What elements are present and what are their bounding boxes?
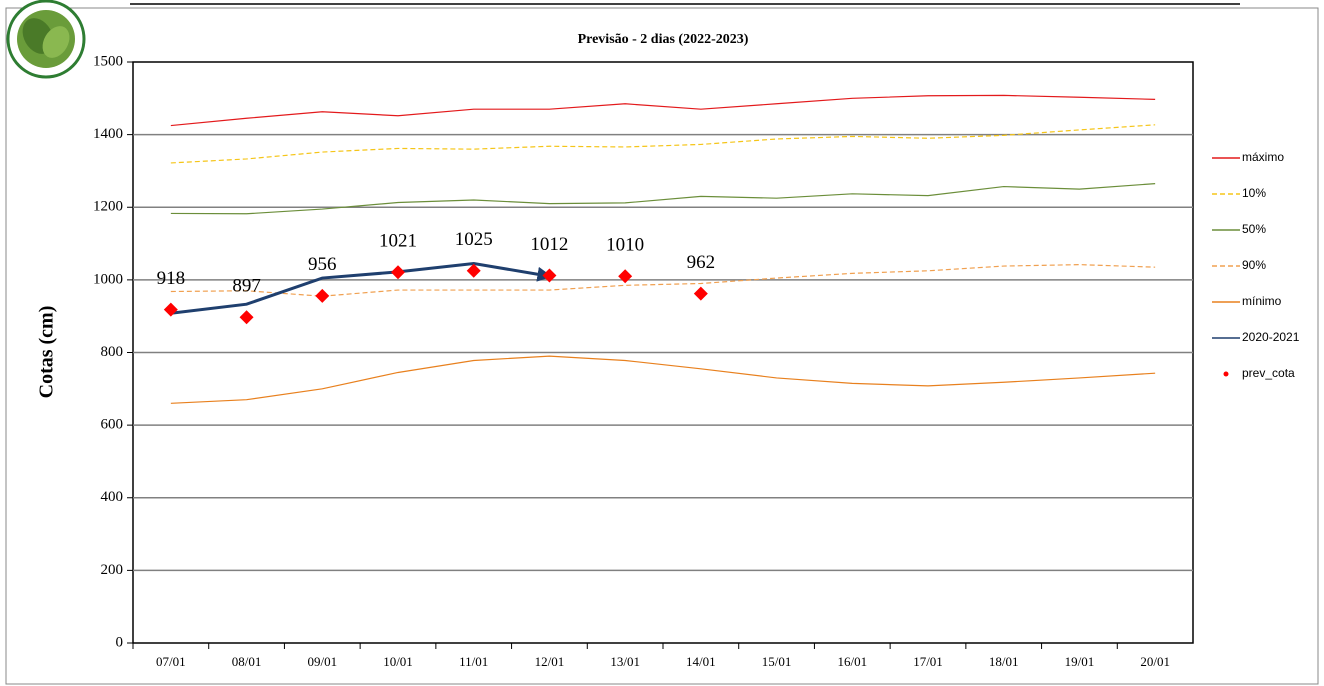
x-tick-label: 08/01	[232, 654, 262, 669]
x-tick-label: 18/01	[989, 654, 1019, 669]
data-point	[693, 286, 708, 301]
legend-label: máximo	[1242, 150, 1284, 164]
data-point	[542, 268, 557, 283]
legend-label: 10%	[1242, 186, 1266, 200]
data-label: 1010	[606, 235, 644, 256]
y-tick-label: 1000	[93, 271, 123, 287]
data-point	[391, 265, 405, 280]
x-tick-label: 14/01	[686, 654, 716, 669]
series-line	[170, 183, 1156, 215]
x-tick-label: 17/01	[913, 654, 943, 669]
data-point	[618, 269, 633, 284]
data-point	[315, 288, 330, 303]
series-line	[170, 264, 1156, 297]
series-line	[170, 124, 1156, 164]
y-tick-label: 1400	[93, 126, 123, 142]
legend-label: 90%	[1242, 258, 1266, 272]
y-axis-label: Cotas (cm)	[36, 306, 58, 399]
legend-label: mínimo	[1242, 294, 1282, 308]
data-point	[466, 263, 481, 278]
x-tick-label: 09/01	[307, 654, 337, 669]
x-tick-label: 13/01	[610, 654, 640, 669]
data-label: 956	[308, 254, 337, 275]
x-tick-label: 10/01	[383, 654, 413, 669]
y-tick-label: 1500	[93, 53, 123, 69]
series-line	[170, 262, 553, 315]
legend-label: 2020-2021	[1242, 330, 1300, 344]
chart-frame	[5, 7, 1319, 685]
series-line	[170, 355, 1156, 404]
y-tick-label: 1200	[93, 199, 123, 215]
legend-label: prev_cota	[1242, 366, 1295, 380]
x-tick-label: 19/01	[1065, 654, 1095, 669]
x-tick-label: 11/01	[459, 654, 488, 669]
y-tick-label: 400	[101, 489, 124, 505]
series-line	[170, 94, 1156, 127]
x-tick-label: 12/01	[535, 654, 565, 669]
data-label: 1012	[530, 234, 568, 255]
data-label: 1025	[455, 229, 493, 250]
legend-swatch	[1223, 371, 1229, 377]
y-tick-label: 600	[101, 417, 124, 433]
x-tick-label: 16/01	[837, 654, 867, 669]
logo	[6, 0, 86, 79]
chart-title: Previsão - 2 dias (2022-2023)	[578, 32, 749, 47]
x-tick-label: 07/01	[156, 654, 186, 669]
y-tick-label: 200	[101, 562, 124, 578]
data-label: 897	[232, 276, 261, 297]
x-tick-label: 20/01	[1140, 654, 1170, 669]
x-tick-label: 15/01	[762, 654, 792, 669]
y-tick-label: 800	[101, 344, 124, 360]
data-label: 1021	[379, 231, 417, 252]
y-tick-label: 0	[116, 634, 124, 650]
data-label: 962	[687, 252, 716, 273]
data-point	[163, 302, 178, 317]
data-label: 918	[157, 268, 186, 289]
legend-label: 50%	[1242, 222, 1266, 236]
data-point	[239, 310, 254, 325]
